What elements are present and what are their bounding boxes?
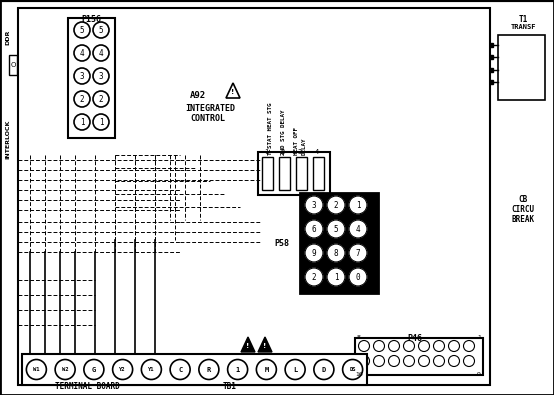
Circle shape (327, 220, 345, 238)
Text: CB: CB (519, 195, 527, 204)
Text: TRANSF: TRANSF (510, 24, 536, 30)
Circle shape (327, 244, 345, 262)
Text: 1: 1 (477, 335, 481, 340)
Circle shape (349, 268, 367, 286)
Bar (355, 338, 483, 375)
Text: Y2: Y2 (119, 367, 126, 372)
Text: !: ! (247, 343, 250, 349)
Text: !: ! (232, 89, 235, 95)
Text: C: C (178, 367, 182, 372)
Bar (300, 193, 378, 293)
Text: 9: 9 (477, 372, 481, 377)
Text: A92: A92 (190, 90, 206, 100)
Text: TERMINAL BOARD: TERMINAL BOARD (55, 382, 119, 391)
Text: HEAT OFF: HEAT OFF (294, 127, 299, 155)
Text: W2: W2 (62, 367, 68, 372)
Bar (279, 157, 290, 190)
Text: 2: 2 (99, 94, 103, 103)
Bar (490, 68, 493, 72)
Text: 16: 16 (355, 372, 363, 377)
Text: 2: 2 (281, 149, 285, 155)
Text: Y1: Y1 (148, 367, 155, 372)
Text: 4: 4 (80, 49, 84, 58)
Text: 4: 4 (356, 224, 360, 233)
Text: T-STAT HEAT STG: T-STAT HEAT STG (268, 102, 273, 155)
Text: 5: 5 (80, 26, 84, 34)
Text: 2: 2 (80, 94, 84, 103)
Text: 1: 1 (235, 367, 240, 372)
Bar (258, 152, 330, 195)
Text: BREAK: BREAK (511, 215, 535, 224)
Circle shape (305, 196, 323, 214)
Circle shape (349, 220, 367, 238)
Text: 3: 3 (312, 201, 316, 209)
Text: W1: W1 (33, 367, 40, 372)
Text: 1: 1 (99, 117, 103, 126)
Text: P58: P58 (274, 239, 290, 248)
Bar (490, 43, 493, 47)
Text: DS: DS (350, 367, 356, 372)
Text: 1: 1 (334, 273, 338, 282)
Bar (68, 18, 115, 138)
Bar (262, 157, 273, 190)
Text: 5: 5 (99, 26, 103, 34)
Text: 8: 8 (334, 248, 338, 258)
Circle shape (305, 268, 323, 286)
Text: T1: T1 (519, 15, 527, 24)
Bar (22, 354, 367, 385)
Text: M: M (264, 367, 269, 372)
Text: 2ND STG DELAY: 2ND STG DELAY (281, 109, 286, 155)
Text: 1: 1 (264, 149, 268, 155)
Text: 3: 3 (80, 71, 84, 81)
Text: INTERLOCK: INTERLOCK (6, 120, 11, 159)
Bar (498, 35, 545, 100)
Bar (18, 8, 490, 385)
Bar (490, 55, 493, 59)
Text: O: O (11, 62, 16, 68)
Text: G: G (92, 367, 96, 372)
Bar (296, 157, 307, 190)
Circle shape (305, 244, 323, 262)
Text: P156: P156 (81, 15, 101, 24)
Text: R: R (207, 367, 211, 372)
Bar (490, 80, 493, 84)
Text: 6: 6 (312, 224, 316, 233)
Circle shape (349, 196, 367, 214)
Text: 3: 3 (298, 149, 302, 155)
Text: 4: 4 (99, 49, 103, 58)
Text: CONTROL: CONTROL (190, 113, 225, 122)
Text: TB1: TB1 (223, 382, 237, 391)
Text: P46: P46 (408, 334, 423, 343)
Text: 8: 8 (357, 335, 361, 340)
Text: 3: 3 (99, 71, 103, 81)
Text: 2: 2 (312, 273, 316, 282)
Text: CIRCU: CIRCU (511, 205, 535, 214)
Text: 4: 4 (315, 149, 319, 155)
Text: 2: 2 (334, 201, 338, 209)
Bar (9, 55, 17, 75)
Text: !: ! (263, 343, 266, 349)
Circle shape (305, 220, 323, 238)
Text: DELAY: DELAY (302, 137, 307, 155)
Text: 0: 0 (356, 273, 360, 282)
Circle shape (327, 268, 345, 286)
Text: 7: 7 (356, 248, 360, 258)
Bar (313, 157, 324, 190)
Text: 1: 1 (80, 117, 84, 126)
Text: INTEGRATED: INTEGRATED (185, 103, 235, 113)
Text: 9: 9 (312, 248, 316, 258)
Text: 5: 5 (334, 224, 338, 233)
Polygon shape (241, 337, 255, 352)
Circle shape (349, 244, 367, 262)
Polygon shape (258, 337, 272, 352)
Text: L: L (293, 367, 297, 372)
Circle shape (327, 196, 345, 214)
Text: 1: 1 (356, 201, 360, 209)
Text: DDR: DDR (6, 30, 11, 45)
Text: D: D (322, 367, 326, 372)
